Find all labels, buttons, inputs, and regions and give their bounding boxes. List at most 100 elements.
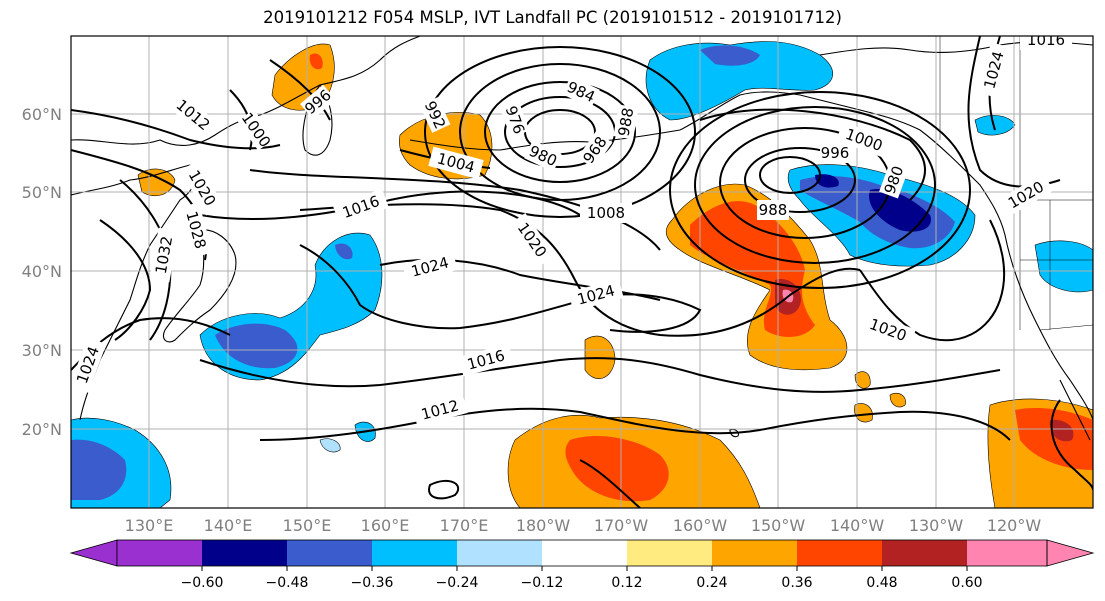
colorbar-segment-8 [712,540,797,566]
latitude-labels: 60°N 50°N 40°N 30°N 20°N [22,105,62,439]
lat-label-30n: 30°N [22,341,62,360]
lon-label-120w: 120°W [987,516,1042,535]
ivt-positive-spot-japan [137,168,176,196]
colorbar-segment-9 [797,540,882,566]
isobar-996-west [269,59,331,121]
ivt-negative-area-east [1034,240,1093,293]
lon-label-150w: 150°W [751,516,806,535]
lat-label-60n: 60°N [22,105,62,124]
colorbar-label-neg-012: −0.12 [521,575,564,591]
isobar-1000-gulf-north [699,108,926,201]
ivt-negative-area-bering [645,41,833,121]
colorbar: −0.60 −0.48 −0.36 −0.24 −0.12 0.12 0.24 … [69,539,1095,591]
colorbar-segment-1 [117,540,202,566]
ivt-negative-mid-bering [700,45,760,66]
isobar-low-bering-1000 [424,46,696,218]
colorbar-extend-low [69,539,118,567]
coastline-alaska [679,91,1093,421]
colorbar-segment-2 [202,540,287,566]
ivt-positive-spot-east [889,392,906,408]
colorbar-label-pos-024: 0.24 [696,575,727,591]
lon-label-130e: 130°E [125,516,174,535]
lon-label-140w: 140°W [830,516,885,535]
isobar-low-gulf-980 [759,156,821,194]
ivt-negative-mid-west-pacific [215,323,298,369]
isobar-label-1008: 1008 [587,204,625,222]
isobar-1012-southeast [428,479,460,500]
isobar-1016-north [199,190,581,221]
isobar-1016-south [199,357,1001,393]
ivt-negative-spot-west-pacific [335,243,353,260]
isobar-low-bering-984 [484,81,636,183]
lon-label-150e: 150°E [283,516,332,535]
colorbar-segment-6 [542,540,627,566]
colorbar-segment-7 [627,540,712,566]
ivt-negative-spot-canada [974,115,1016,136]
map-title: 2019101212 F054 MSLP, IVT Landfall PC (2… [263,8,842,27]
coastline-kamchatka [302,84,333,156]
ivt-positive-core-kamchatka [309,53,323,70]
colorbar-label-neg-048: −0.48 [266,575,309,591]
lon-label-140e: 140°E [204,516,253,535]
isobar-1008-south [579,459,641,508]
colorbar-label-pos-036: 0.36 [781,575,812,591]
border-us-mexico [1039,324,1093,331]
colorbar-label-pos-012: 0.12 [611,575,642,591]
isobar-label-988-gulf: 988 [759,201,788,219]
isobar-label-1016-northeast: 1016 [1027,31,1065,49]
lon-label-170e: 170°E [440,516,489,535]
colorbar-segment-11 [967,540,1047,566]
coastline-asia-east [71,164,196,421]
ivt-negative-spot-south-2 [319,438,341,453]
isobar-1016-southeast [1050,399,1093,491]
colorbar-label-pos-048: 0.48 [866,575,897,591]
positive-ivt-shading [137,43,1093,508]
lon-label-160e: 160°E [361,516,410,535]
colorbar-label-neg-024: −0.24 [436,575,479,591]
colorbar-ticks [201,566,968,571]
lon-label-180w: 180°W [516,516,571,535]
isobar-label-996-gulf: 996 [821,144,850,162]
coastline-japan [162,229,237,343]
coastline-asia [71,36,421,146]
colorbar-tick-labels: −0.60 −0.48 −0.36 −0.24 −0.12 0.12 0.24 … [181,575,983,591]
ivt-negative-core-gulf-2 [815,174,839,188]
lon-label-160w: 160°W [673,516,728,535]
isobar-1032-west [99,219,152,341]
coastline-mexico [1059,379,1091,441]
lat-label-50n: 50°N [22,183,62,202]
isobar-low-gulf-988 [744,147,856,213]
isobar-1008 [249,169,661,251]
colorbar-label-neg-036: −0.36 [351,575,394,591]
lon-label-130w: 130°W [909,516,964,535]
isobar-1012-south [259,407,1011,441]
isobar-1024-high [299,244,702,333]
map-panel: 1012 1000 996 992 984 976 980 968 988 10… [70,31,1094,509]
coastlines [71,36,1093,441]
lat-label-40n: 40°N [22,262,62,281]
isobar-label-988: 988 [615,106,638,137]
political-borders [939,36,1093,331]
isobar-1020-east [859,219,1006,341]
negative-ivt-shading [71,41,1093,508]
colorbar-label-pos-060: 0.60 [951,575,982,591]
colorbar-segment-3 [287,540,372,566]
map-frame [70,35,1094,509]
lat-label-20n: 20°N [22,420,62,439]
gridlines [71,36,1093,508]
ivt-positive-peak-southeast [1049,419,1074,442]
colorbar-extend-high [1046,539,1095,567]
ivt-positive-core-south [565,435,669,502]
isobar-low-gulf-1004 [694,106,936,264]
colorbar-segment-10 [882,540,967,566]
isobar-low-gulf-1012 [669,91,971,289]
ivt-negative-mid-southwest [71,439,127,500]
lon-label-170w: 170°W [594,516,649,535]
colorbar-label-neg-060: −0.60 [181,575,224,591]
colorbar-segment-5 [457,540,542,566]
colorbar-frame [116,539,1048,567]
colorbar-segment-4 [372,540,457,566]
longitude-labels: 130°E 140°E 150°E 160°E 170°E 180°W 170°… [125,516,1042,535]
ivt-negative-core-gulf [869,189,931,232]
